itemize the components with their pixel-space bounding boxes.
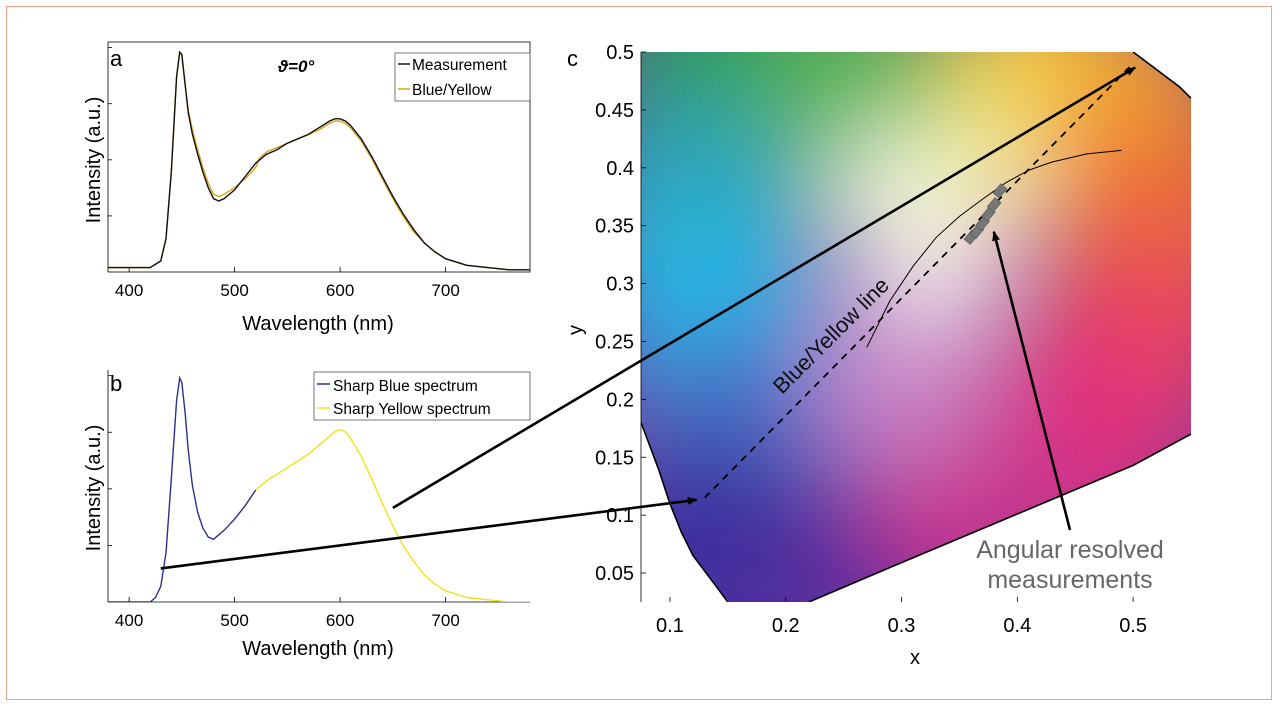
legend-label-measurement: Measurement [412, 57, 507, 74]
chromaticity-color-blob [934, 107, 1055, 228]
outside-gamut-bottom [808, 434, 1191, 602]
arrow-yellow-to-chromaticity [392, 66, 1136, 510]
panel-b-xtick-label: 600 [326, 611, 354, 630]
panel-a-legend: Measurement Blue/Yellow [394, 52, 531, 102]
panel-c-xtick-label: 0.2 [772, 615, 800, 637]
series-measurement-line [108, 50, 530, 271]
panel-c-ytick-label: 0.15 [595, 447, 634, 469]
panel-c-xtick-label: 0.4 [1003, 615, 1031, 637]
blue-yellow-dashed-line [704, 62, 1134, 499]
legend-label-blue-yellow: Blue/Yellow [412, 82, 492, 99]
panel-a-title: ϑ=0° [277, 57, 314, 76]
panel-c-ylabel: y [565, 325, 587, 335]
panel-b-legend: Sharp Blue spectrum Sharp Yellow spectru… [313, 371, 531, 421]
annotation-angular-resolved: Angular resolved [976, 536, 1164, 564]
panel-a-xtick-label: 700 [431, 281, 459, 300]
outside-gamut-left [641, 422, 728, 602]
annotation-measurements: measurements [987, 566, 1152, 594]
panel-a-xtick-label: 600 [326, 281, 354, 300]
legend-label-sharp-yellow: Sharp Yellow spectrum [333, 401, 491, 418]
arrow-blue-to-chromaticity [160, 496, 698, 570]
planckian-locus [866, 149, 1122, 348]
series-sharp-yellow-line [255, 428, 530, 602]
panel-b-xtick-label: 500 [220, 611, 248, 630]
panel-c-letter: c [567, 46, 578, 71]
panel-c-ytick-label: 0.05 [595, 563, 634, 585]
panel-b: b 400 500 600 700 Wavelength (nm) Intensity… [83, 370, 531, 660]
chromaticity-color-blob [811, 286, 992, 467]
panel-b-letter: b [110, 371, 122, 396]
legend-label-sharp-blue: Sharp Blue spectrum [333, 378, 478, 395]
panel-c-xtick-label: 0.1 [656, 615, 684, 637]
panel-a-ylabel: Intensity (a.u.) [83, 97, 105, 224]
series-sharp-blue-line [108, 375, 257, 602]
outside-gamut-top [1133, 52, 1191, 99]
panel-c-ytick-label: 0.35 [595, 216, 634, 238]
panel-c-xtick-label: 0.3 [888, 615, 916, 637]
panel-b-xtick-label: 400 [115, 611, 143, 630]
panel-b-legend-box [313, 371, 531, 421]
panel-a-letter: a [110, 46, 123, 71]
measurement-point [986, 197, 1002, 213]
panel-c-ytick-label: 0.4 [606, 158, 634, 180]
measurement-point [992, 183, 1008, 199]
panel-c: c 0.1 0.2 0.3 0.4 0.5 0.050.10.150.20.250.30… [565, 42, 1191, 669]
panel-a-xlabel: Wavelength (nm) [242, 313, 394, 335]
figure-frame [6, 6, 1272, 700]
panel-a-xtick-label: 400 [115, 281, 143, 300]
panel-a-legend-box [394, 52, 531, 102]
spectral-locus-top [1132, 52, 1191, 99]
panel-c-xtick-label: 0.5 [1119, 615, 1147, 637]
connecting-arrows [160, 66, 1136, 570]
arrow-annotation-measurements [992, 230, 1072, 531]
panel-c-ytick-label: 0.25 [595, 331, 634, 353]
purple-line [808, 433, 1191, 602]
panel-b-xlabel: Wavelength (nm) [242, 638, 394, 660]
panel-c-ytick-label: 0.45 [595, 100, 634, 122]
panel-c-ytick-label: 0.3 [606, 274, 634, 296]
panel-c-xlabel: x [910, 647, 920, 669]
panel-b-xtick-label: 700 [431, 611, 459, 630]
panel-a: a ϑ=0° 400 500 600 700 Wavelength (nm) Inte… [83, 41, 531, 335]
panel-c-ytick-label: 0.2 [606, 389, 634, 411]
spectral-locus-left [641, 422, 729, 602]
panel-b-ylabel: Intensity (a.u.) [83, 425, 105, 552]
panel-a-xtick-label: 500 [220, 281, 248, 300]
panel-c-ytick-label: 0.5 [606, 42, 634, 64]
